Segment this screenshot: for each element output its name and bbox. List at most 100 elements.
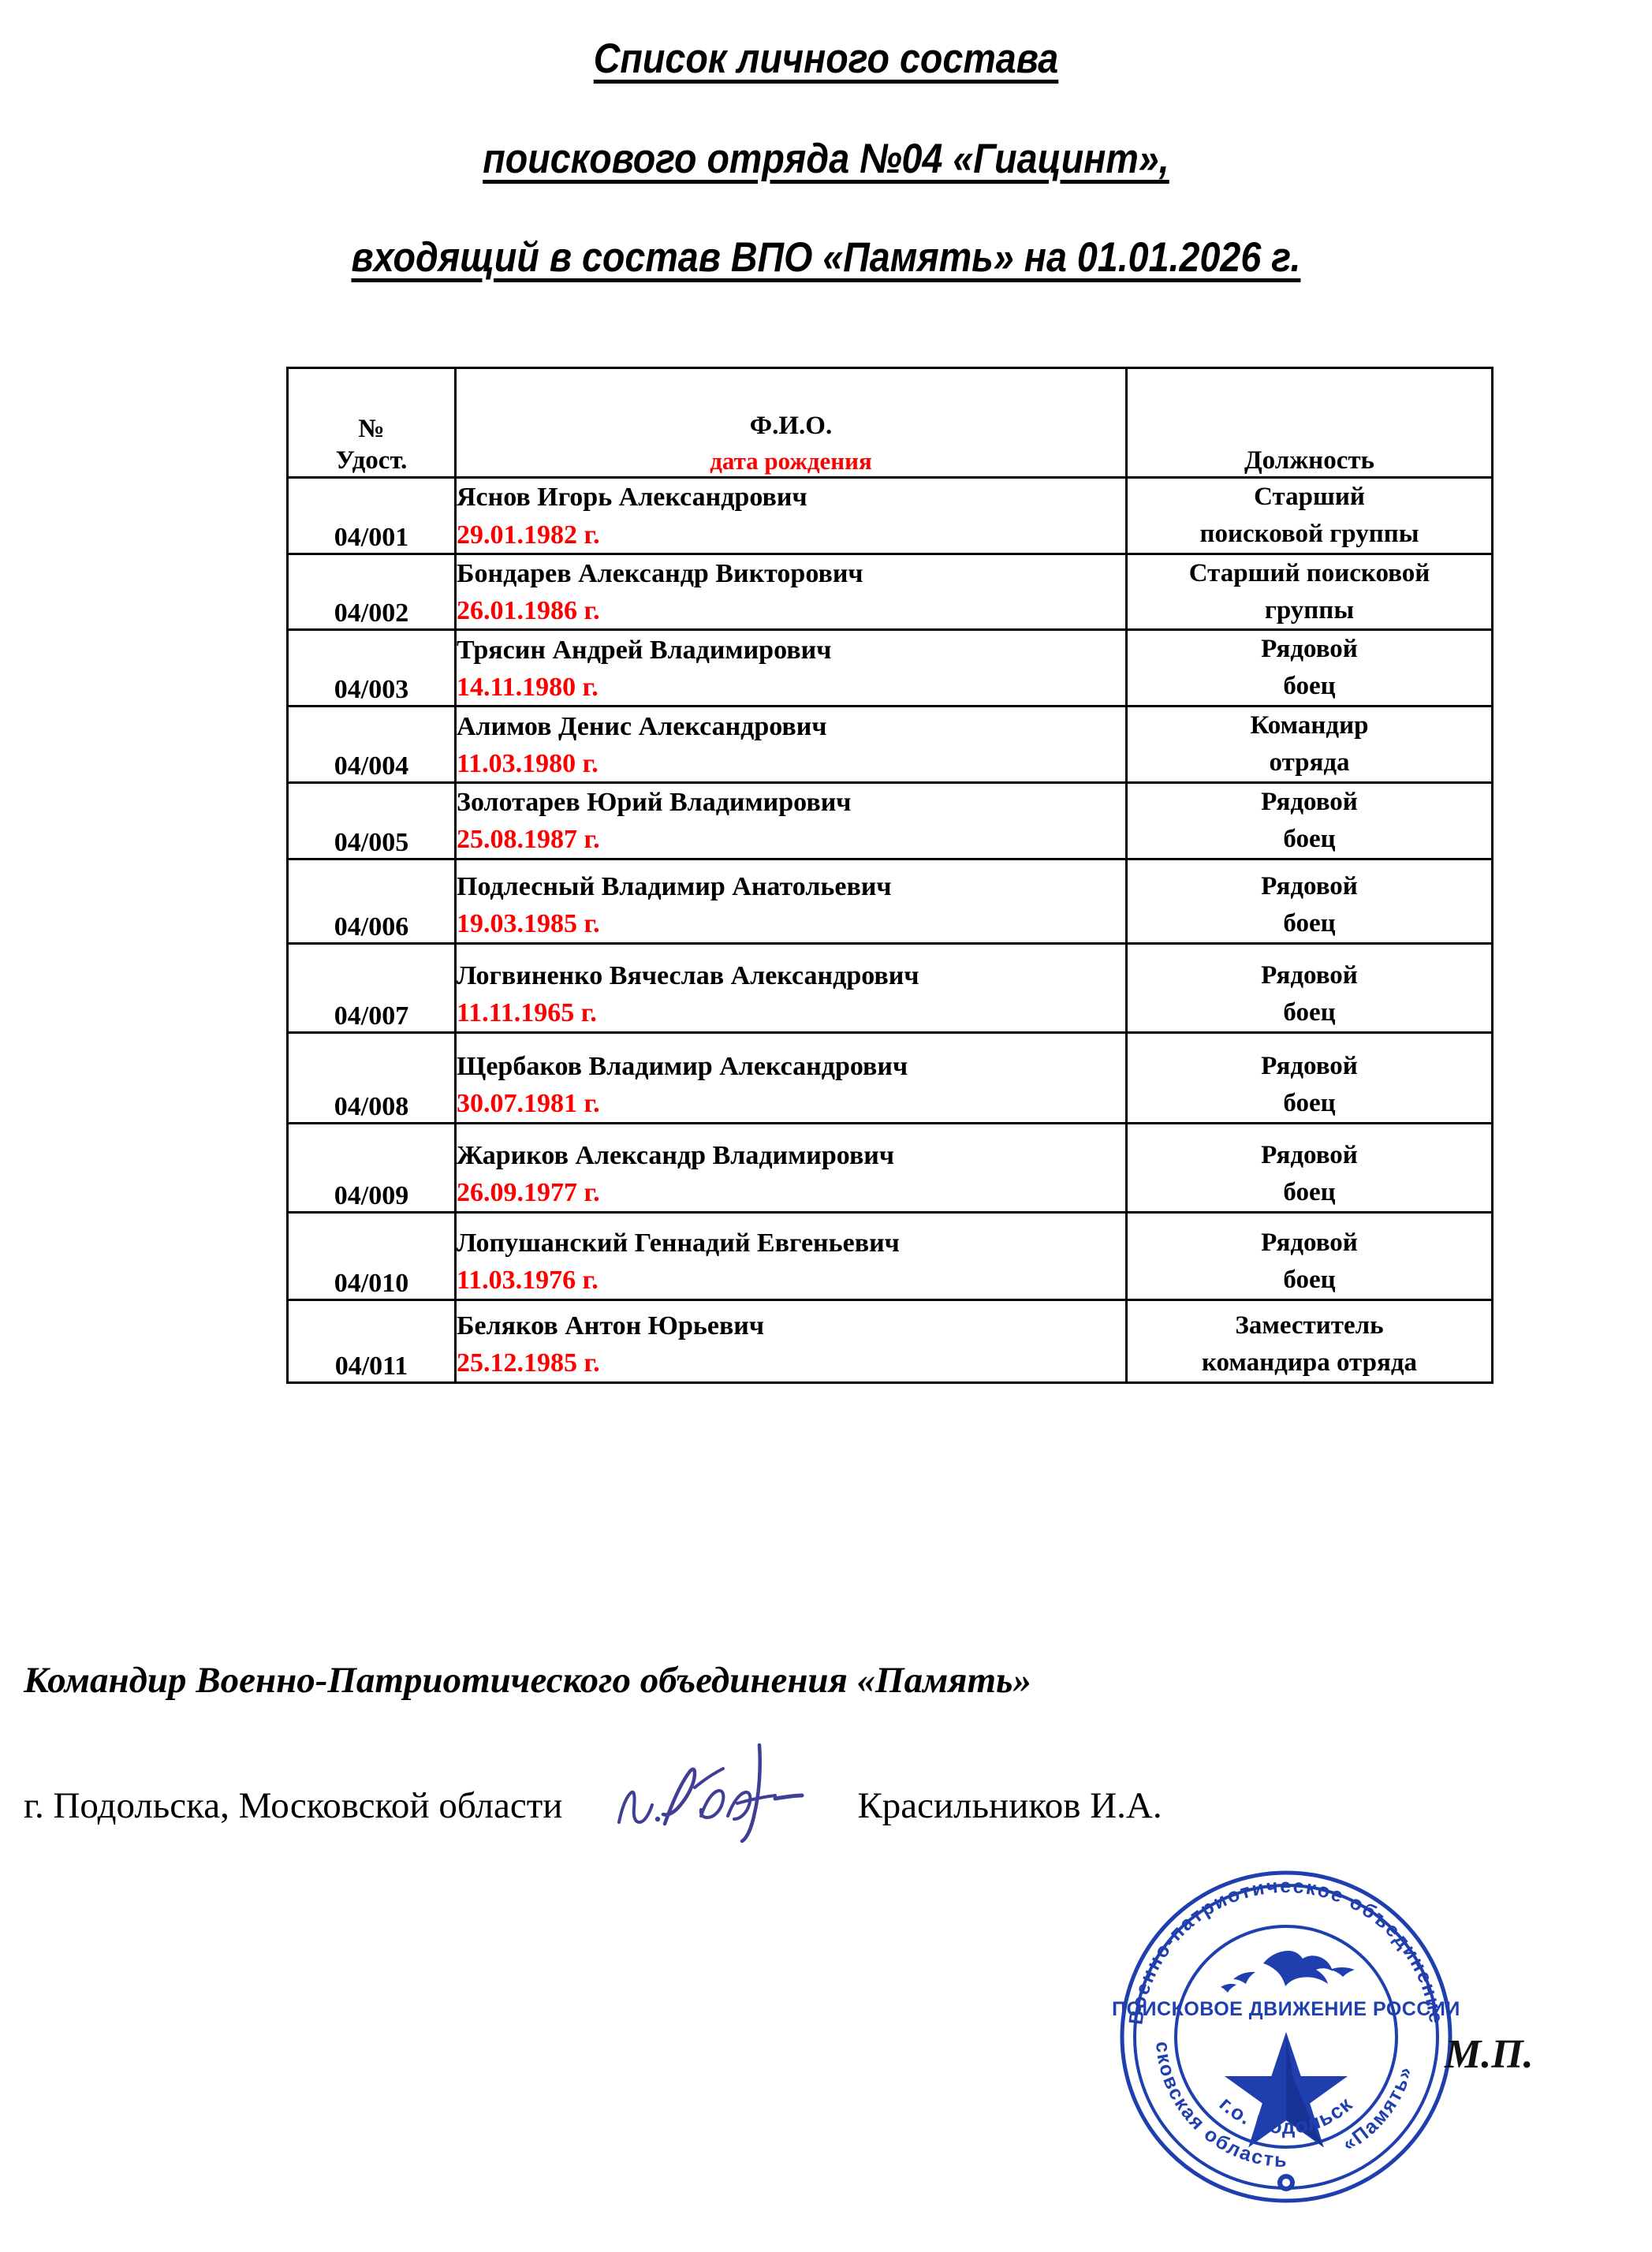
table-row: 04/008 Щербаков Владимир Александрович 3… xyxy=(286,1031,1494,1124)
page-title-line-1: Список личного состава xyxy=(593,35,1059,82)
signatory-city-row: г. Подольска, Московской области Красиль… xyxy=(24,1743,1624,1843)
cell-id: 04/007 xyxy=(286,941,457,1034)
cell-role: Рядовой боец xyxy=(1125,1121,1494,1214)
cell-role: Командир отряда xyxy=(1125,705,1494,784)
role-line-1: Рядовой xyxy=(1261,1051,1358,1080)
person-dob: 26.01.1986 г. xyxy=(457,596,600,626)
role-line-1: Заместитель xyxy=(1235,1311,1384,1340)
column-header-id-line1: № xyxy=(358,414,385,443)
person-name: Логвиненко Вячеслав Александрович xyxy=(457,961,919,991)
person-name: Жариков Александр Владимирович xyxy=(457,1141,895,1171)
personnel-roster-table: № Удост. Ф.И.О. дата рождения Должность … xyxy=(286,367,1494,1384)
person-name: Беляков Антон Юрьевич xyxy=(457,1311,765,1341)
person-dob: 11.03.1976 г. xyxy=(457,1266,599,1296)
column-header-role: Должность xyxy=(1125,367,1494,479)
cell-id: 04/005 xyxy=(286,781,457,860)
cell-fio: Жариков Александр Владимирович 26.09.197… xyxy=(454,1121,1128,1214)
column-header-id-line2: Удост. xyxy=(335,446,408,475)
cell-id: 04/004 xyxy=(286,705,457,784)
cell-fio: Беляков Антон Юрьевич 25.12.1985 г. xyxy=(454,1298,1128,1384)
role-line-2: отряда xyxy=(1269,748,1350,777)
person-dob: 26.09.1977 г. xyxy=(457,1178,600,1208)
cell-fio: Алимов Денис Александрович 11.03.1980 г. xyxy=(454,705,1128,784)
mp-marker: М.П. xyxy=(1445,2032,1534,2077)
role-line-1: Старший поисковой xyxy=(1188,558,1430,587)
handwritten-signature xyxy=(613,1743,810,1843)
column-header-id: № Удост. xyxy=(286,367,457,479)
role-line-2: боец xyxy=(1283,1265,1336,1294)
table-row: 04/009 Жариков Александр Владимирович 26… xyxy=(286,1121,1494,1214)
person-dob: 19.03.1985 г. xyxy=(457,909,600,939)
cell-fio: Золотарев Юрий Владимирович 25.08.1987 г… xyxy=(454,781,1128,860)
cell-role: Заместитель командира отряда xyxy=(1125,1298,1494,1384)
cell-id: 04/010 xyxy=(286,1210,457,1301)
role-line-1: Рядовой xyxy=(1261,960,1358,990)
cell-fio: Трясин Андрей Владимирович 14.11.1980 г. xyxy=(454,628,1128,708)
page-title-line-3: входящий в состав ВПО «Память» на 01.01.… xyxy=(351,234,1301,281)
table-header-row: № Удост. Ф.И.О. дата рождения Должность xyxy=(286,367,1494,479)
cell-role: Старший поисковой группы xyxy=(1125,476,1494,555)
cell-role: Рядовой боец xyxy=(1125,1031,1494,1124)
cell-role: Рядовой боец xyxy=(1125,941,1494,1034)
page-title-line-2: поискового отряда №04 «Гиацинт», xyxy=(483,136,1169,182)
role-line-2: боец xyxy=(1283,908,1336,938)
role-line-2: боец xyxy=(1283,1088,1336,1117)
cell-fio: Лопушанский Геннадий Евгеньевич 11.03.19… xyxy=(454,1210,1128,1301)
table-row: 04/003 Трясин Андрей Владимирович 14.11.… xyxy=(286,628,1494,708)
column-header-fio: Ф.И.О. дата рождения xyxy=(454,367,1128,479)
table-row: 04/004 Алимов Денис Александрович 11.03.… xyxy=(286,705,1494,784)
table-row: 04/001 Яснов Игорь Александрович 29.01.1… xyxy=(286,476,1494,555)
person-name: Бондарев Александр Викторович xyxy=(457,559,863,589)
table-row: 04/006 Подлесный Владимир Анатольевич 19… xyxy=(286,857,1494,945)
role-line-2: командира отряда xyxy=(1201,1348,1418,1377)
cell-fio: Бондарев Александр Викторович 26.01.1986… xyxy=(454,552,1128,632)
person-dob: 30.07.1981 г. xyxy=(457,1089,600,1119)
person-dob: 14.11.1980 г. xyxy=(457,672,599,702)
role-line-1: Рядовой xyxy=(1261,1140,1358,1169)
column-header-dob-label: дата рождения xyxy=(710,447,872,475)
role-line-2: группы xyxy=(1264,595,1355,625)
cell-role: Рядовой боец xyxy=(1125,628,1494,708)
role-line-2: боец xyxy=(1283,1177,1336,1206)
crane-birds-icon xyxy=(1221,1951,1355,1993)
cell-id: 04/003 xyxy=(286,628,457,708)
person-dob: 25.08.1987 г. xyxy=(457,825,600,855)
cell-id: 04/002 xyxy=(286,552,457,632)
role-line-2: боец xyxy=(1283,997,1336,1027)
table-row: 04/005 Золотарев Юрий Владимирович 25.08… xyxy=(286,781,1494,860)
official-stamp: Военно-патриотическое объединение Москов… xyxy=(1091,1834,1471,2222)
cell-role: Рядовой боец xyxy=(1125,857,1494,945)
cell-id: 04/009 xyxy=(286,1121,457,1214)
person-dob: 29.01.1982 г. xyxy=(457,520,600,550)
person-dob: 11.03.1980 г. xyxy=(457,748,599,778)
person-name: Алимов Денис Александрович xyxy=(457,711,827,741)
role-line-1: Рядовой xyxy=(1261,787,1358,816)
table-row: 04/007 Логвиненко Вячеслав Александрович… xyxy=(286,941,1494,1034)
table-row: 04/011 Беляков Антон Юрьевич 25.12.1985 … xyxy=(286,1298,1494,1384)
cell-fio: Логвиненко Вячеслав Александрович 11.11.… xyxy=(454,941,1128,1034)
cell-id: 04/011 xyxy=(286,1298,457,1384)
role-line-2: поисковой группы xyxy=(1199,519,1419,548)
cell-role: Рядовой боец xyxy=(1125,1210,1494,1301)
signatory-title: Командир Военно-Патриотического объедине… xyxy=(24,1660,1032,1701)
table-row: 04/010 Лопушанский Геннадий Евгеньевич 1… xyxy=(286,1210,1494,1301)
cell-fio: Яснов Игорь Александрович 29.01.1982 г. xyxy=(454,476,1128,555)
role-line-1: Старший xyxy=(1254,483,1365,511)
person-name: Подлесный Владимир Анатольевич xyxy=(457,872,892,902)
column-header-fio-label: Ф.И.О. xyxy=(749,411,833,440)
cell-fio: Щербаков Владимир Александрович 30.07.19… xyxy=(454,1031,1128,1124)
signature-block: Командир Военно-Патриотического объедине… xyxy=(24,1660,1624,1843)
signatory-city: г. Подольска, Московской области xyxy=(24,1785,563,1826)
person-name: Трясин Андрей Владимирович xyxy=(457,635,832,665)
person-name: Лопушанский Геннадий Евгеньевич xyxy=(457,1229,900,1258)
cell-id: 04/006 xyxy=(286,857,457,945)
person-name: Щербаков Владимир Александрович xyxy=(457,1052,908,1082)
cell-fio: Подлесный Владимир Анатольевич 19.03.198… xyxy=(454,857,1128,945)
role-line-1: Рядовой xyxy=(1261,871,1358,900)
person-dob: 25.12.1985 г. xyxy=(457,1348,600,1378)
role-line-1: Командир xyxy=(1250,711,1369,740)
role-line-1: Рядовой xyxy=(1261,1228,1358,1257)
signatory-name: Красильников И.А. xyxy=(857,1785,1162,1826)
cell-role: Старший поисковой группы xyxy=(1125,552,1494,632)
person-name: Яснов Игорь Александрович xyxy=(457,483,807,513)
